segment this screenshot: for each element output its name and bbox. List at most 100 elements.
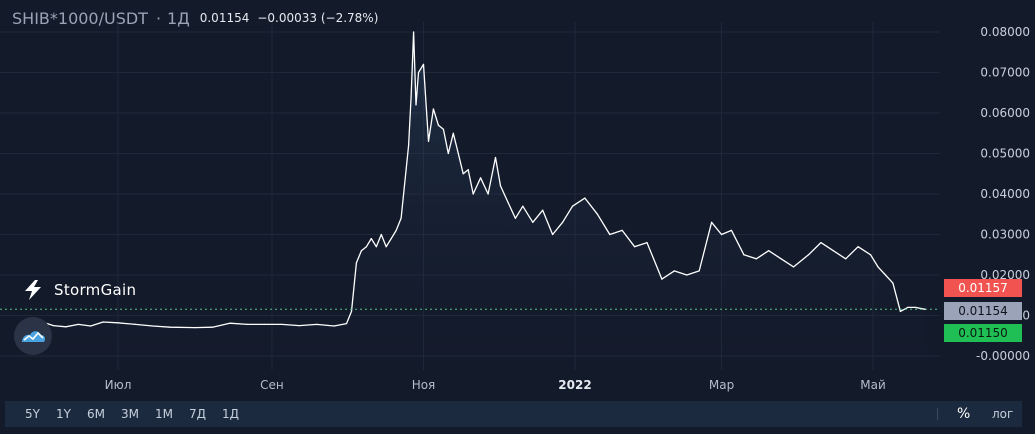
last-value: 0.01154 — [199, 11, 250, 25]
data-point — [884, 274, 887, 276]
data-point — [350, 310, 353, 312]
data-points — [23, 31, 926, 329]
data-point — [467, 169, 469, 171]
data-point — [360, 250, 362, 252]
timeframe-1d[interactable]: 1Д — [221, 407, 239, 421]
x-tick-label: Мар — [709, 378, 734, 392]
data-point — [562, 221, 564, 223]
price-line — [23, 31, 926, 329]
data-point — [820, 242, 822, 244]
data-point — [768, 250, 770, 252]
data-point — [77, 323, 79, 325]
data-point — [413, 31, 415, 33]
data-point — [661, 278, 663, 280]
cloud-logo-button[interactable] — [14, 317, 52, 355]
data-point — [793, 266, 795, 268]
data-point — [499, 185, 502, 187]
symbol-name[interactable]: SHIB*1000/USDT — [12, 8, 148, 28]
y-axis: 0.08000 0.07000 0.06000 0.05000 0.04000 0.030… — [976, 25, 1030, 363]
data-point — [711, 221, 713, 223]
y-tick-label: 0.02000 — [980, 268, 1030, 282]
header-separator: · — [155, 8, 162, 28]
brand-name: StormGain — [54, 281, 137, 299]
data-point — [432, 108, 434, 110]
data-point — [333, 325, 335, 327]
brand-logo: StormGain — [22, 279, 136, 301]
data-point — [487, 193, 489, 195]
data-point — [877, 266, 879, 268]
data-point — [514, 217, 517, 219]
data-point — [743, 254, 745, 256]
data-point — [345, 323, 348, 325]
data-point — [380, 233, 382, 236]
data-point — [899, 310, 902, 312]
data-point — [281, 323, 283, 325]
timeframe-1m[interactable]: 1M — [154, 407, 173, 421]
data-point — [845, 258, 847, 260]
data-point — [152, 325, 154, 327]
data-point — [355, 262, 357, 264]
data-point — [102, 321, 104, 323]
y-tick-label: 0.06000 — [980, 106, 1030, 120]
data-point — [437, 124, 439, 126]
data-point — [914, 306, 916, 308]
y-tick-label: 0.05000 — [980, 147, 1030, 161]
data-point — [134, 323, 136, 325]
lightning-icon — [25, 280, 41, 300]
data-point — [807, 254, 810, 256]
timeframe-1y[interactable]: 1Y — [55, 407, 71, 421]
x-tick-label: Май — [860, 378, 886, 392]
y-tick-label: 0.04000 — [980, 187, 1030, 201]
data-point — [507, 201, 509, 203]
data-point — [422, 63, 425, 65]
data-point — [621, 229, 623, 231]
data-point — [755, 258, 757, 260]
timeframe-6m[interactable]: 6M — [86, 407, 105, 421]
x-tick-label: Ноя — [412, 378, 436, 392]
x-axis: Июл Сен Ноя 2022 Мар Май — [105, 378, 886, 392]
data-point — [390, 238, 392, 240]
timeframe-3m[interactable]: 3M — [120, 407, 139, 421]
data-point — [405, 169, 407, 171]
data-point — [415, 104, 417, 106]
data-point — [442, 128, 444, 130]
data-point — [316, 323, 318, 325]
y-tick-label: 0.07000 — [980, 66, 1030, 80]
data-point — [857, 246, 859, 248]
data-point — [427, 140, 430, 142]
data-point — [370, 238, 372, 240]
data-point — [395, 229, 397, 231]
data-point — [480, 177, 482, 179]
data-point — [417, 71, 420, 74]
data-point — [298, 325, 300, 327]
data-point — [229, 322, 231, 324]
timeframe-5y[interactable]: 5Y — [25, 407, 40, 421]
x-tick-label: 2022 — [558, 378, 591, 392]
data-point — [447, 152, 449, 155]
data-point — [400, 217, 402, 219]
percent-scale-button[interactable]: % — [957, 406, 971, 422]
data-point — [780, 258, 782, 260]
data-point — [211, 326, 213, 328]
price-area — [23, 32, 926, 356]
data-point — [472, 193, 474, 195]
data-point — [584, 197, 586, 199]
chart-header: SHIB*1000/USDT · 1Д 0.01154 −0.00033 (−2… — [12, 6, 378, 30]
data-point — [263, 323, 266, 325]
interval-label[interactable]: 1Д — [167, 8, 190, 28]
cloud-chart-icon — [22, 331, 45, 342]
high-price-tag: 0.01157 — [944, 279, 1022, 297]
data-point — [375, 246, 377, 248]
price-change: −0.00033 (−2.78%) — [257, 11, 379, 25]
y-tick-label: 0.03000 — [980, 228, 1030, 242]
data-point — [65, 326, 67, 328]
data-point — [634, 246, 636, 248]
data-point — [408, 144, 410, 146]
price-chart[interactable]: 0.08000 0.07000 0.06000 0.05000 0.04000 0.030… — [0, 0, 1035, 400]
timeframe-7d[interactable]: 7Д — [188, 407, 206, 421]
log-scale-button[interactable]: лог — [992, 407, 1014, 421]
data-point — [452, 132, 454, 134]
low-price-tag: 0.01150 — [944, 324, 1022, 342]
bottom-toolbar: 5Y 1Y 6M 3M 1M 7Д 1Д % лог — [5, 401, 1022, 427]
data-point — [596, 213, 599, 215]
